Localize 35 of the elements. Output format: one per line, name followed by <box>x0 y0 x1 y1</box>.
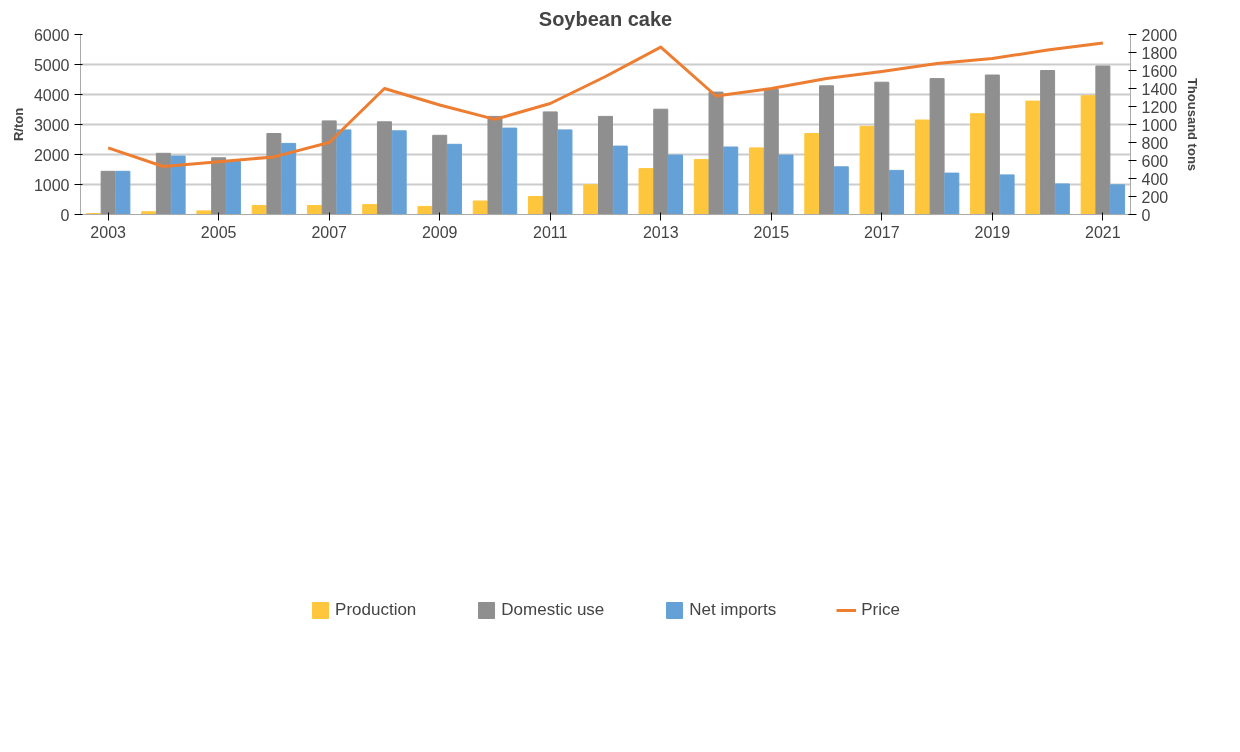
y-tick-label: 4000 <box>33 86 70 104</box>
y2-tick-label: 1800 <box>1141 44 1178 62</box>
x-tick-label: 2019 <box>974 223 1011 241</box>
y2-tick-label: 800 <box>1141 134 1169 152</box>
y2-tick-label: 1200 <box>1141 98 1178 116</box>
x-tick-label: 2003 <box>90 223 127 241</box>
x-tick-label: 2017 <box>864 223 900 241</box>
y2-tick-label: 200 <box>1141 188 1169 206</box>
y-axis-title: R/ton <box>10 107 26 142</box>
legend-label: Production <box>335 600 417 620</box>
y-tick-label: 0 <box>60 206 70 224</box>
y-tick-label: 5000 <box>33 56 70 74</box>
x-tick-label: 2013 <box>642 223 679 241</box>
legend-label: Domestic use <box>501 600 605 620</box>
y2-tick-label: 600 <box>1141 152 1169 170</box>
y-tick-label: 1000 <box>33 176 70 194</box>
x-tick-label: 2011 <box>533 223 568 241</box>
legend-label: Price <box>861 600 900 620</box>
legend-label: Net imports <box>689 600 777 620</box>
y-tick-label: 2000 <box>33 146 70 164</box>
x-tick-label: 2021 <box>1085 223 1121 241</box>
y2-tick-label: 2000 <box>1141 26 1178 44</box>
x-tick-label: 2007 <box>311 223 348 241</box>
y2-tick-label: 1600 <box>1141 62 1178 80</box>
y2-axis-title: Thousand tons <box>1185 77 1201 172</box>
y2-tick-label: 1000 <box>1141 116 1178 134</box>
y2-tick-label: 400 <box>1141 170 1169 188</box>
x-tick-label: 2015 <box>753 223 790 241</box>
x-tick-label: 2005 <box>200 223 237 241</box>
y-tick-label: 6000 <box>33 26 70 44</box>
y2-tick-label: 0 <box>1141 206 1151 224</box>
chart-title: Soybean cake <box>538 7 673 30</box>
y-tick-label: 3000 <box>33 116 70 134</box>
y2-tick-label: 1400 <box>1141 80 1178 98</box>
x-tick-label: 2009 <box>421 223 458 241</box>
